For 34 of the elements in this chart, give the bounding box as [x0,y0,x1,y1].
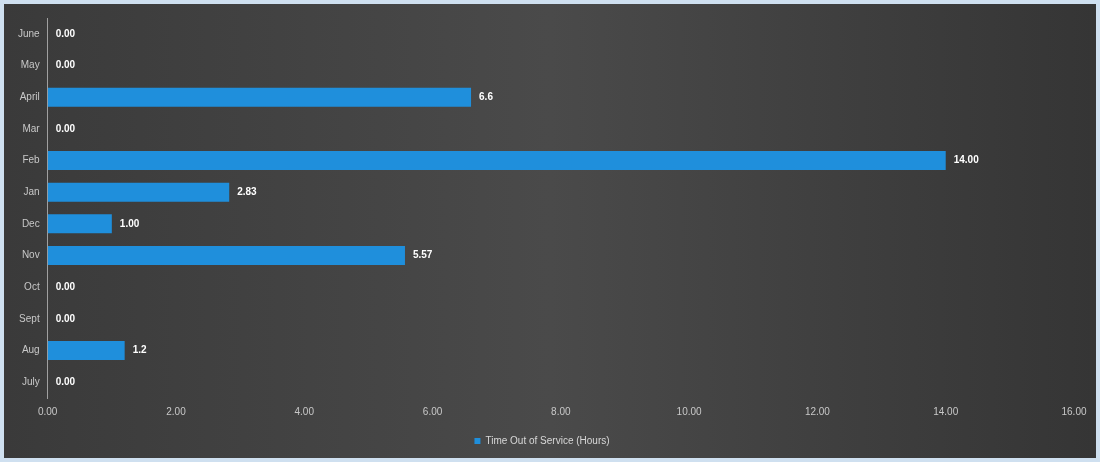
y-tick-label: Jan [23,185,40,197]
data-label: 0.00 [55,280,76,292]
data-label: 1.2 [132,344,147,356]
data-label: 14.00 [953,154,980,166]
data-label: 0.00 [55,312,76,324]
x-tick-label: 8.00 [551,405,572,417]
y-tick-label: Feb [22,154,41,166]
data-label: 0.00 [55,375,76,387]
legend-label: Time Out of Service (Hours) [485,434,610,446]
x-tick-label: 16.00 [1061,405,1087,417]
x-tick-label: 2.00 [166,405,187,417]
y-tick-label: Aug [21,344,40,356]
data-label: 5.57 [412,249,433,261]
data-label: 6.6 [479,90,494,102]
y-tick-label: June [18,27,41,39]
x-tick-label: 4.00 [294,405,315,417]
data-label: 1.00 [119,217,140,229]
y-tick-label: May [20,59,40,71]
data-label: 2.83 [237,185,258,197]
y-tick-label: Mar [22,122,41,134]
data-label: 0.00 [55,59,76,71]
y-tick-label: April [19,90,40,102]
x-tick-label: 14.00 [933,405,959,417]
data-label: 0.00 [55,122,76,134]
y-tick-label: Nov [21,249,40,261]
y-tick-label: Sept [19,312,40,324]
x-tick-label: 12.00 [804,405,831,417]
x-tick-label: 0.00 [37,405,58,417]
y-tick-label: Oct [24,280,40,292]
x-tick-label: 6.00 [422,405,443,417]
x-tick-label: 10.00 [676,405,703,417]
y-tick-label: Dec [21,217,40,229]
y-tick-label: July [21,375,40,387]
data-label: 0.00 [55,27,76,39]
